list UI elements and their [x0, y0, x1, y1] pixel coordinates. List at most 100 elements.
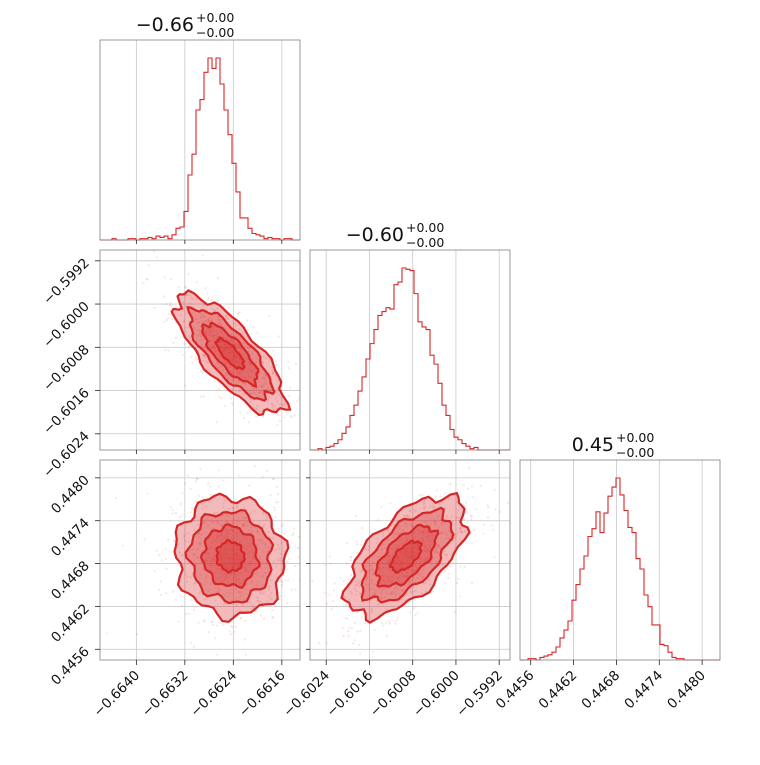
sample-point [232, 378, 235, 381]
sample-point [246, 521, 249, 525]
sample-point [407, 555, 410, 558]
sample-point [324, 563, 327, 567]
sample-point [291, 534, 294, 537]
sample-point [323, 611, 325, 613]
y-tick-label: −0.5992 [40, 255, 93, 308]
sample-point [404, 514, 407, 518]
sample-point [277, 380, 280, 383]
sample-point [403, 550, 406, 553]
sample-point [257, 445, 259, 447]
sample-point [231, 402, 234, 405]
sample-point [249, 550, 252, 554]
sample-point [416, 552, 419, 555]
sample-point [237, 373, 240, 376]
sample-point [297, 556, 300, 559]
sample-point [386, 529, 390, 532]
sample-point [264, 373, 268, 377]
sample-point [271, 372, 274, 375]
sample-point [209, 339, 212, 342]
sample-point [304, 598, 306, 600]
sample-point [387, 578, 390, 581]
sample-point [255, 595, 258, 598]
sample-point [407, 582, 410, 586]
sample-point [427, 534, 431, 537]
sample-point [224, 351, 227, 354]
sample-point [224, 349, 227, 352]
sample-point [261, 605, 264, 608]
sample-point [249, 363, 252, 366]
sample-point [297, 535, 300, 538]
sample-point [413, 569, 416, 572]
sample-point [417, 538, 420, 541]
sample-point [235, 335, 238, 338]
sample-point [445, 553, 448, 556]
sample-point [276, 424, 279, 427]
sample-point [267, 358, 270, 361]
sample-point [256, 358, 259, 361]
sample-point [243, 522, 246, 526]
sample-point [261, 560, 265, 563]
sample-point [261, 375, 264, 379]
sample-point [207, 589, 210, 592]
sample-point [218, 321, 221, 324]
sample-point [225, 553, 228, 556]
panel-frame-pair-2 [99, 459, 301, 661]
sample-point [428, 583, 432, 586]
sample-point [406, 574, 409, 577]
sample-point [217, 485, 220, 488]
sample-point [220, 571, 223, 574]
sample-point [397, 558, 401, 561]
sample-point [165, 592, 168, 595]
sample-point [226, 346, 229, 349]
sample-point [266, 394, 269, 398]
sample-point [294, 453, 296, 455]
sample-point [197, 532, 200, 535]
sample-point [411, 590, 414, 593]
sample-point [467, 466, 470, 469]
sample-point [262, 550, 265, 553]
sample-point [182, 445, 184, 447]
sample-point [416, 573, 420, 576]
sample-point [252, 368, 255, 371]
sample-point [183, 326, 187, 329]
sample-point [192, 554, 195, 557]
sample-point [241, 370, 244, 373]
sample-point [350, 573, 353, 577]
sample-point [397, 576, 400, 579]
sample-point [446, 545, 450, 548]
sample-point [250, 370, 253, 374]
sample-point [453, 536, 456, 539]
sample-point [229, 359, 232, 362]
title-plus-1: +0.00 [196, 10, 234, 25]
sample-point [487, 506, 490, 509]
sample-point [270, 375, 273, 378]
sample-point [265, 571, 268, 574]
sample-point [158, 553, 161, 556]
sample-point [192, 552, 195, 555]
sample-point [186, 326, 189, 329]
sample-point [359, 629, 362, 633]
sample-point [180, 604, 183, 607]
sample-point [288, 386, 292, 389]
sample-point [227, 591, 230, 595]
sample-point [248, 484, 251, 487]
contour-level-3 [186, 306, 276, 402]
x-tick-label: 0.4468 [579, 668, 624, 713]
sample-point [429, 518, 432, 521]
sample-point [164, 557, 168, 561]
sample-point [438, 502, 441, 505]
sample-point [249, 400, 252, 403]
sample-point [423, 549, 426, 552]
sample-point [279, 403, 282, 406]
sample-point [275, 548, 278, 551]
sample-point [226, 576, 229, 579]
sample-point [199, 573, 202, 576]
sample-point [423, 505, 426, 508]
sample-point [257, 596, 260, 599]
sample-point [217, 586, 220, 590]
sample-point [397, 546, 400, 549]
sample-point [403, 523, 406, 526]
sample-point [214, 511, 217, 514]
sample-point [443, 531, 447, 534]
sample-point [452, 561, 455, 564]
